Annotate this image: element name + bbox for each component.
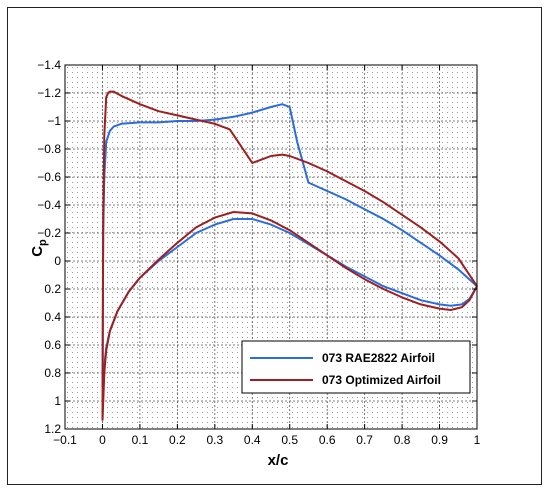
y-tick-label: −0.4 — [37, 198, 61, 212]
plot-border — [64, 64, 478, 430]
y-tick-label: 0.6 — [44, 338, 61, 352]
x-tick-label: 0.3 — [206, 433, 223, 447]
x-tick-label: 1 — [474, 433, 481, 447]
y-tick-label: −0.6 — [37, 170, 61, 184]
svg-text:Cp: Cp — [29, 239, 49, 257]
series-line-optimized-upper — [101, 90, 478, 421]
tick-marks — [64, 64, 478, 430]
y-tick-label: −1.2 — [37, 86, 61, 100]
x-tick-label: 0.2 — [169, 433, 186, 447]
x-tick-label: 0.1 — [132, 433, 149, 447]
x-tick-label: 0.6 — [319, 433, 336, 447]
series-line-optimized-lower — [101, 211, 478, 421]
y-tick-label: −1 — [47, 114, 61, 128]
x-tick-label: −0.1 — [53, 433, 77, 447]
y-axis-label-sub: p — [37, 239, 49, 246]
y-tick-label: 0.4 — [44, 310, 61, 324]
x-tick-label: 0.9 — [431, 433, 448, 447]
x-tick-label: 0.5 — [281, 433, 298, 447]
x-tick-label: 0.7 — [356, 433, 373, 447]
tick-labels: −0.1 0 0.1 0.2 0.3 0.4 0.5 0.6 0.7 0.8 0.9 1 −1.4 −1.… — [37, 58, 480, 447]
legend-label-rae2822: 073 RAE2822 Airfoil — [322, 351, 435, 365]
y-tick-label: 1 — [54, 394, 61, 408]
y-axis-label-main: C — [29, 246, 46, 257]
y-tick-label: 0.8 — [44, 366, 61, 380]
y-tick-label: −1.4 — [37, 58, 61, 72]
x-tick-label: 0 — [99, 433, 106, 447]
y-tick-label: 0.2 — [44, 282, 61, 296]
legend-box — [241, 340, 471, 394]
legend-label-optimized: 073 Optimized Airfoil — [322, 373, 441, 387]
y-tick-label: 0 — [54, 254, 61, 268]
y-tick-label: −0.8 — [37, 142, 61, 156]
chart-frame — [7, 7, 542, 485]
x-tick-label: 0.4 — [244, 433, 261, 447]
y-tick-label: 1.2 — [44, 422, 61, 436]
y-axis-label: Cp — [29, 239, 49, 257]
x-tick-label: 0.8 — [394, 433, 411, 447]
series-layer — [101, 90, 478, 421]
legend: 073 RAE2822 Airfoil 073 Optimized Airfoi… — [241, 340, 471, 394]
y-tick-label: −0.2 — [37, 226, 61, 240]
series-line-rae2822-upper — [101, 103, 478, 388]
x-axis-label: x/c — [268, 452, 289, 469]
